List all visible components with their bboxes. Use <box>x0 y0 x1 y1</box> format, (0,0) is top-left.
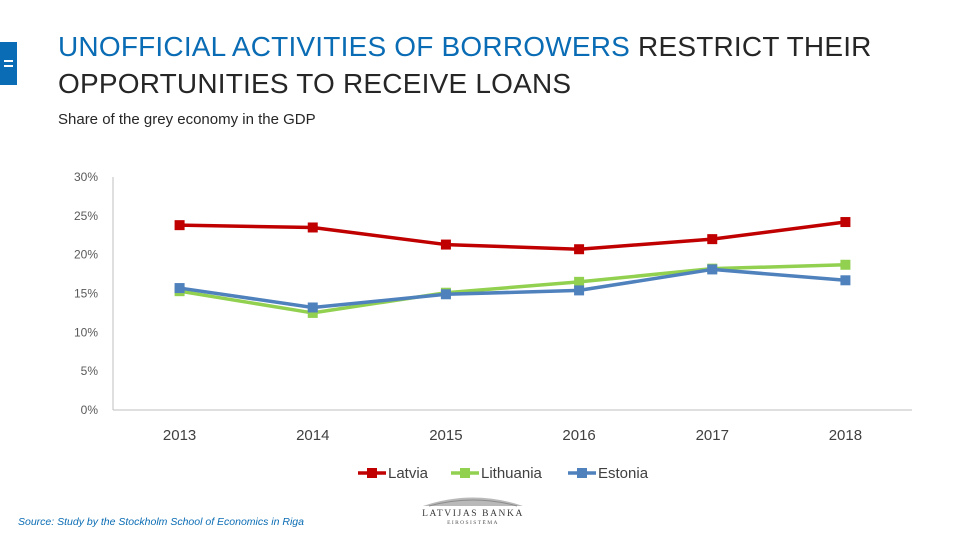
legend-marker-latvia <box>367 468 377 478</box>
legend-marker-estonia <box>577 468 587 478</box>
logo-arc-icon <box>423 497 523 507</box>
series-line-lithuania <box>179 263 846 315</box>
series-line-estonia <box>179 267 846 310</box>
data-point-lithuania <box>840 259 851 270</box>
x-tick-label: 2015 <box>429 427 462 444</box>
data-point-lithuania <box>574 276 585 287</box>
legend-label-estonia: Estonia <box>598 465 649 482</box>
x-tick-label: 2013 <box>163 427 196 444</box>
line-chart: 0% 5% 10% 15% 20% 25% 30% 2013 2014 2015 2016 2017 2… <box>74 170 912 482</box>
data-point-latvia <box>307 222 318 233</box>
logo-name: LATVIJAS BANKA <box>422 509 524 519</box>
y-tick-label: 30% <box>74 170 98 184</box>
side-menu-tab[interactable] <box>0 42 17 85</box>
data-point-latvia <box>574 244 585 255</box>
title-highlight: UNOFFICIAL ACTIVITIES OF BORROWERS <box>58 31 631 62</box>
latvijas-banka-logo: LATVIJAS BANKA EIROSISTĒMA <box>413 493 533 535</box>
y-tick-label: 20% <box>74 248 98 262</box>
data-point-estonia <box>307 302 318 313</box>
data-point-estonia <box>574 285 585 296</box>
data-point-latvia <box>174 220 185 231</box>
data-point-latvia <box>440 239 451 250</box>
series-line-latvia <box>179 220 846 251</box>
chart-subtitle: Share of the grey economy in the GDP <box>58 111 316 128</box>
y-tick-label: 10% <box>74 325 98 339</box>
y-tick-label: 5% <box>81 364 99 378</box>
y-tick-label: 0% <box>81 403 99 417</box>
data-point-estonia <box>840 275 851 286</box>
data-point-latvia <box>707 234 718 245</box>
slide-title: UNOFFICIAL ACTIVITIES OF BORROWERS RESTR… <box>58 28 918 102</box>
title-rest: RESTRICT THEIR OPPORTUNITIES TO RECEIVE … <box>58 31 872 99</box>
data-point-estonia <box>440 289 451 300</box>
legend-marker-lithuania <box>460 468 470 478</box>
y-tick-label: 25% <box>74 209 98 223</box>
legend-label-lithuania: Lithuania <box>481 465 543 482</box>
x-tick-label: 2014 <box>296 427 329 444</box>
menu-icon <box>4 60 13 67</box>
data-point-lithuania <box>307 307 318 318</box>
y-tick-label: 15% <box>74 287 98 301</box>
x-tick-label: 2016 <box>562 427 595 444</box>
data-point-estonia <box>174 283 185 294</box>
data-point-latvia <box>840 217 851 228</box>
legend-label-latvia: Latvia <box>388 465 429 482</box>
logo-subtitle: EIROSISTĒMA <box>447 520 499 526</box>
x-tick-label: 2018 <box>829 427 862 444</box>
data-point-estonia <box>707 264 718 275</box>
source-note: Source: Study by the Stockholm School of… <box>18 516 304 528</box>
x-tick-label: 2017 <box>696 427 729 444</box>
